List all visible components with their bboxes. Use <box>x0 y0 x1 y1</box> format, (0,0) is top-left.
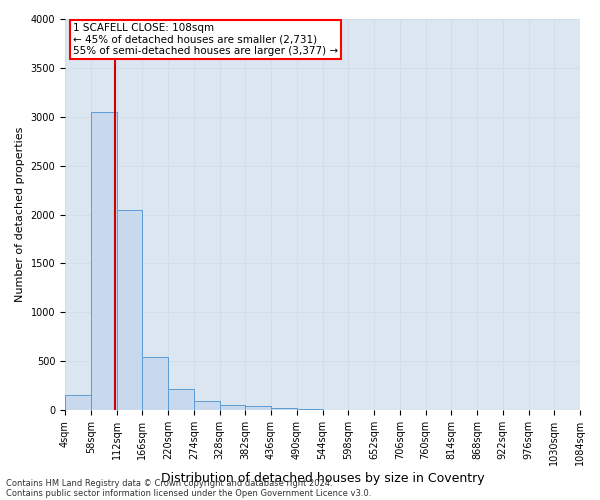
Bar <box>168 388 194 410</box>
Bar <box>220 404 245 410</box>
Bar <box>194 402 220 410</box>
Text: Contains public sector information licensed under the Open Government Licence v3: Contains public sector information licen… <box>6 488 371 498</box>
X-axis label: Distribution of detached houses by size in Coventry: Distribution of detached houses by size … <box>161 472 484 485</box>
Y-axis label: Number of detached properties: Number of detached properties <box>15 127 25 302</box>
Bar <box>245 406 271 410</box>
Bar <box>91 112 116 410</box>
Bar <box>297 409 323 410</box>
Bar <box>65 396 91 410</box>
Bar <box>116 210 142 410</box>
Text: 1 SCAFELL CLOSE: 108sqm
← 45% of detached houses are smaller (2,731)
55% of semi: 1 SCAFELL CLOSE: 108sqm ← 45% of detache… <box>73 23 338 56</box>
Text: Contains HM Land Registry data © Crown copyright and database right 2024.: Contains HM Land Registry data © Crown c… <box>6 478 332 488</box>
Bar <box>142 358 168 410</box>
Bar <box>271 408 297 410</box>
